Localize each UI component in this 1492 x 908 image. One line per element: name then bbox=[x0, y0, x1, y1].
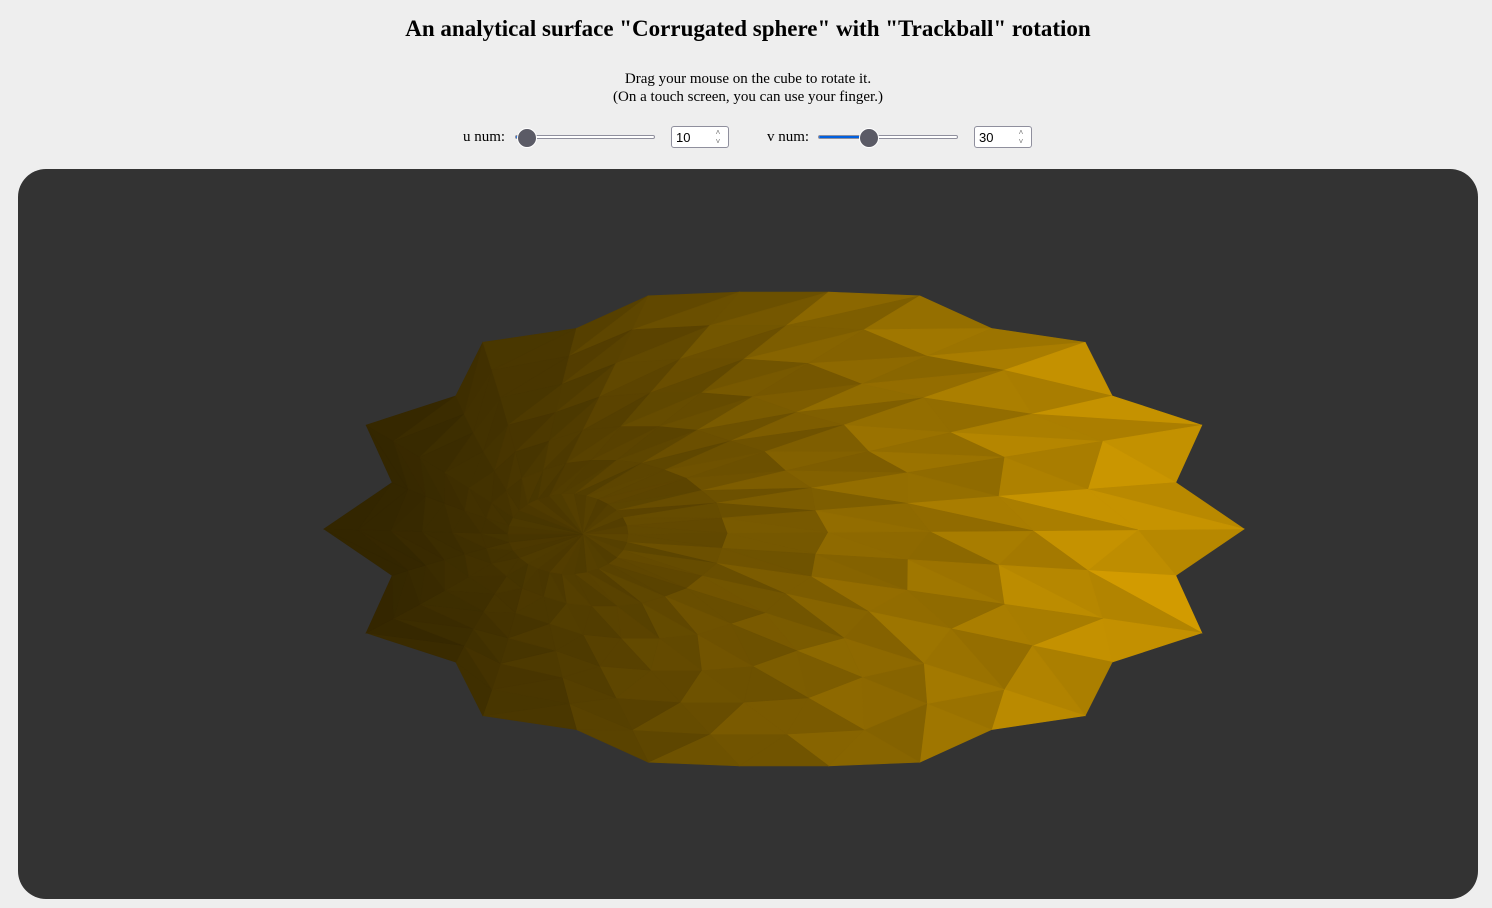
instructions-line-1: Drag your mouse on the cube to rotate it… bbox=[624, 71, 872, 87]
u-num-control: u num: 10 ˄ ˅ bbox=[463, 126, 733, 148]
v-num-slider-thumb[interactable] bbox=[858, 128, 879, 148]
chevron-up-icon[interactable]: ˄ bbox=[1018, 128, 1024, 137]
chevron-down-icon[interactable]: ˅ bbox=[715, 137, 721, 146]
v-num-spinner[interactable]: ˄ ˅ bbox=[1014, 128, 1028, 146]
u-num-slider[interactable] bbox=[515, 128, 655, 148]
u-num-input[interactable]: 10 ˄ ˅ bbox=[671, 126, 729, 148]
v-num-input[interactable]: 30 ˄ ˅ bbox=[974, 126, 1032, 148]
corrugated-sphere-render[interactable] bbox=[18, 169, 1478, 899]
u-num-label: u num: bbox=[463, 129, 506, 145]
instructions-line-2: (On a touch screen, you can use your fin… bbox=[613, 89, 883, 105]
render-canvas[interactable] bbox=[18, 169, 1478, 899]
v-num-control: v num: 30 ˄ ˅ bbox=[767, 126, 1037, 148]
surface-facet bbox=[582, 525, 629, 535]
v-num-slider-fill bbox=[819, 136, 869, 138]
v-num-label: v num: bbox=[767, 129, 810, 145]
v-num-value: 30 bbox=[979, 130, 994, 145]
page-title: An analytical surface "Corrugated sphere… bbox=[405, 16, 1091, 41]
instructions: Drag your mouse on the cube to rotate it… bbox=[0, 70, 1492, 106]
u-num-spinner[interactable]: ˄ ˅ bbox=[711, 128, 725, 146]
chevron-up-icon[interactable]: ˄ bbox=[715, 128, 721, 137]
v-num-slider[interactable] bbox=[818, 128, 958, 148]
chevron-down-icon[interactable]: ˅ bbox=[1018, 137, 1024, 146]
u-num-value: 10 bbox=[676, 130, 691, 145]
u-num-slider-thumb[interactable] bbox=[517, 128, 538, 148]
